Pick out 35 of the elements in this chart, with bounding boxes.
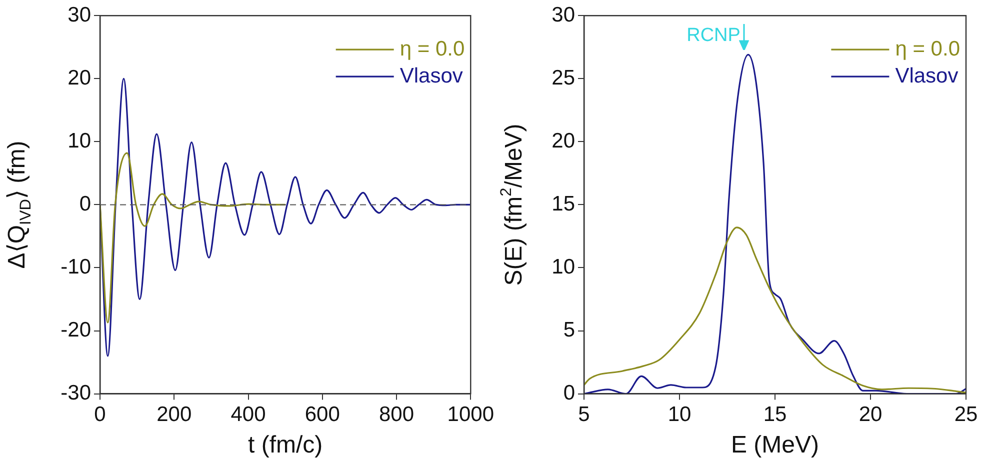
y-tick-label: 30 [552, 3, 575, 26]
x-tick-label: 200 [156, 403, 192, 426]
y-tick-label: 0 [563, 382, 575, 405]
line-series [100, 152, 286, 324]
x-tick-label: 5 [578, 403, 590, 426]
y-tick-label: -10 [60, 256, 91, 279]
x-tick-label: 0 [94, 403, 106, 426]
y-axis-title: S(E) (fm2/MeV) [498, 124, 528, 286]
x-tick-label: 800 [378, 403, 414, 426]
legend-label: η = 0.0 [895, 37, 960, 60]
x-tick-label: 20 [858, 403, 882, 426]
annotation: RCNP [686, 24, 740, 46]
y-tick-label: 10 [552, 256, 575, 279]
y-tick-label: -30 [60, 382, 91, 405]
x-tick-label: 600 [304, 403, 340, 426]
x-tick-label: 1000 [447, 403, 494, 426]
y-tick-label: 5 [563, 318, 575, 342]
y-tick-label: 0 [79, 192, 91, 216]
legend-label: Vlasov [400, 64, 464, 88]
x-tick-label: 10 [668, 403, 692, 426]
y-tick-label: 20 [68, 66, 91, 90]
x-axis-title: t (fm/c) [248, 431, 323, 458]
y-tick-label: -20 [60, 318, 91, 342]
x-tick-label: 15 [763, 403, 787, 426]
x-tick-label: 400 [230, 403, 266, 426]
legend-label: Vlasov [895, 64, 959, 88]
y-tick-label: 25 [552, 66, 575, 90]
x-axis-title: E (MeV) [730, 431, 820, 458]
y-axis-title: Δ⟨QIVD⟩ (fm) [4, 140, 35, 269]
y-tick-label: 30 [68, 3, 91, 26]
y-tick-label: 10 [68, 129, 91, 152]
legend-label: η = 0.0 [400, 37, 465, 60]
x-tick-label: 25 [954, 403, 978, 426]
y-tick-label: 15 [552, 192, 575, 216]
y-tick-label: 20 [552, 129, 575, 152]
